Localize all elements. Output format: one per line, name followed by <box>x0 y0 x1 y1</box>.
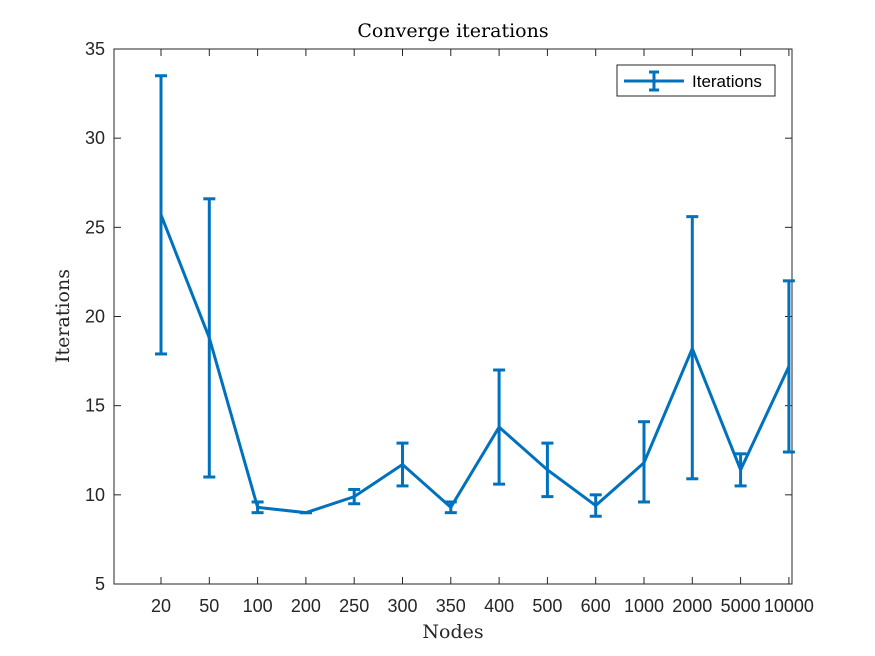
x-tick-label: 2000 <box>672 596 712 616</box>
series-layer <box>155 74 795 518</box>
chart-title: Converge iterations <box>357 20 548 42</box>
x-tick-label: 350 <box>436 596 466 616</box>
y-axis: 5 10 15 20 25 30 35 <box>85 39 792 594</box>
x-tick-label: 5000 <box>721 596 761 616</box>
x-tick-label: 250 <box>339 596 369 616</box>
legend-errorbar-icon <box>624 70 684 92</box>
series-line <box>159 214 791 515</box>
y-tick-label: 10 <box>85 485 105 505</box>
x-tick-label: 50 <box>199 596 219 616</box>
x-tick-label: 100 <box>243 596 273 616</box>
x-axis-label: Nodes <box>422 621 483 643</box>
y-tick-label: 25 <box>85 217 105 237</box>
x-tick-label: 600 <box>581 596 611 616</box>
x-tick-label: 300 <box>387 596 417 616</box>
x-tick-label: 10000 <box>764 596 814 616</box>
x-tick-label: 500 <box>532 596 562 616</box>
legend-label: Iterations <box>692 72 762 91</box>
y-tick-label: 15 <box>85 396 105 416</box>
x-tick-label: 1000 <box>624 596 664 616</box>
y-tick-label: 35 <box>85 39 105 59</box>
y-tick-label: 5 <box>95 574 105 594</box>
x-tick-label: 20 <box>151 596 171 616</box>
x-tick-label: 200 <box>291 596 321 616</box>
y-tick-label: 20 <box>85 307 105 327</box>
y-axis-label: Iterations <box>52 269 74 363</box>
legend[interactable]: Iterations <box>616 64 776 97</box>
x-tick-label: 400 <box>484 596 514 616</box>
plot-area <box>113 48 793 585</box>
y-tick-label: 30 <box>85 128 105 148</box>
x-axis: 20 50 100 200 250 300 350 400 500 600 1000 2000 5000… <box>151 49 814 616</box>
